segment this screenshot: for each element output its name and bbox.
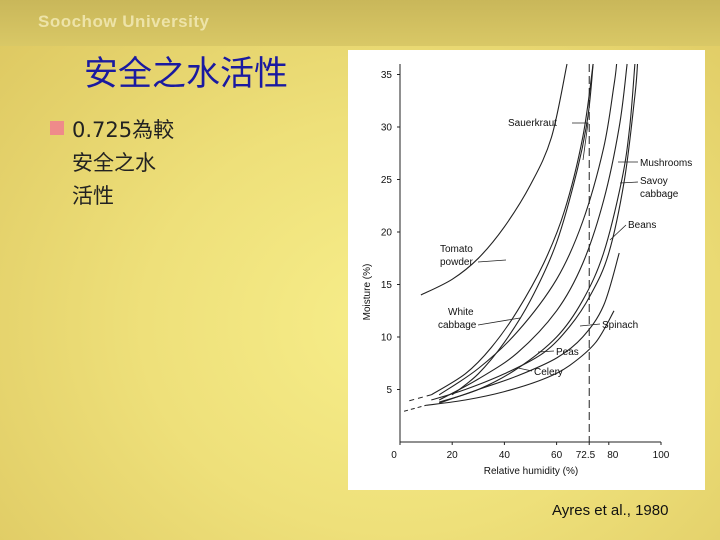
y-tick-label: 20: [381, 228, 393, 239]
series-dash-white-cabbage: [409, 394, 432, 402]
curve-label-leader: [579, 323, 601, 327]
x-tick-label: 100: [653, 450, 670, 461]
curve-label-leader: [517, 367, 533, 372]
curve-label: Peas: [556, 347, 579, 358]
bullet-line-1: 0.725為較: [72, 118, 175, 142]
series-line-beans: [439, 63, 636, 403]
curve-label: Tomato: [440, 244, 473, 255]
curve-label: cabbage: [438, 320, 477, 331]
y-tick-label: 5: [386, 385, 392, 396]
series-line-celery: [426, 310, 615, 406]
x-tick-label: 20: [447, 450, 459, 461]
curve-label: Savoy: [640, 176, 668, 187]
citation: Ayres et al., 1980: [552, 502, 669, 519]
x-tick-label: 40: [499, 450, 511, 461]
curve-label: White: [448, 307, 474, 318]
curve-label-leader: [477, 317, 521, 326]
curve-label-leader: [537, 350, 555, 353]
x-tick-label: 60: [551, 450, 563, 461]
bullet-line-3: 活性: [72, 184, 114, 208]
curve-label: powder: [440, 257, 473, 268]
bullet-line-2: 安全之水: [72, 151, 156, 175]
y-tick-label: 35: [381, 70, 393, 81]
bullet-text: 0.725為較 安全之水 活性: [72, 114, 212, 213]
curve-label-leader: [609, 224, 627, 241]
series-line-mushrooms: [438, 63, 618, 396]
curve-label-leader: [619, 181, 639, 184]
curve-label-leader: [477, 259, 507, 263]
x-tick-label: 0: [391, 450, 397, 461]
series-line-peas: [439, 252, 620, 404]
series-line-savoy-cabbage: [438, 63, 628, 401]
header-band: [0, 0, 720, 46]
y-tick-label: 15: [381, 280, 393, 291]
curve-label: Celery: [534, 367, 563, 378]
curve-label: Beans: [628, 220, 656, 231]
series-line-white-cabbage: [431, 63, 594, 396]
institution-name: Soochow University: [38, 12, 210, 31]
series-line-tomato-powder: [420, 63, 568, 296]
curve-label: Sauerkraut: [508, 118, 557, 129]
curve-label: Spinach: [602, 320, 638, 331]
y-tick-label: 30: [381, 123, 393, 134]
bullet-marker: [50, 121, 64, 135]
y-tick-label: 10: [381, 333, 393, 344]
series-line-sauerkraut: [451, 63, 594, 396]
y-tick-label: 25: [381, 175, 393, 186]
x-tick-label: 72.5: [576, 450, 596, 461]
chart-panel: 5 10 15 20 25 30 35 0 20 40 60 72.5 80 100 Sauerkraut…: [348, 50, 705, 490]
series-line-spinach: [431, 63, 639, 401]
slide-title: 安全之水活性: [84, 54, 288, 94]
x-tick-label: 80: [607, 450, 619, 461]
x-axis-label: Relative humidity (%): [484, 466, 578, 477]
sorption-chart: 5 10 15 20 25 30 35 0 20 40 60 72.5 80 100 Sauerkraut…: [362, 63, 692, 477]
y-axis-label: Moisture (%): [362, 264, 373, 321]
curve-label: cabbage: [640, 189, 679, 200]
series-dash-celery: [403, 404, 427, 412]
curve-label: Mushrooms: [640, 158, 692, 169]
curve-label-leader: [572, 122, 589, 161]
